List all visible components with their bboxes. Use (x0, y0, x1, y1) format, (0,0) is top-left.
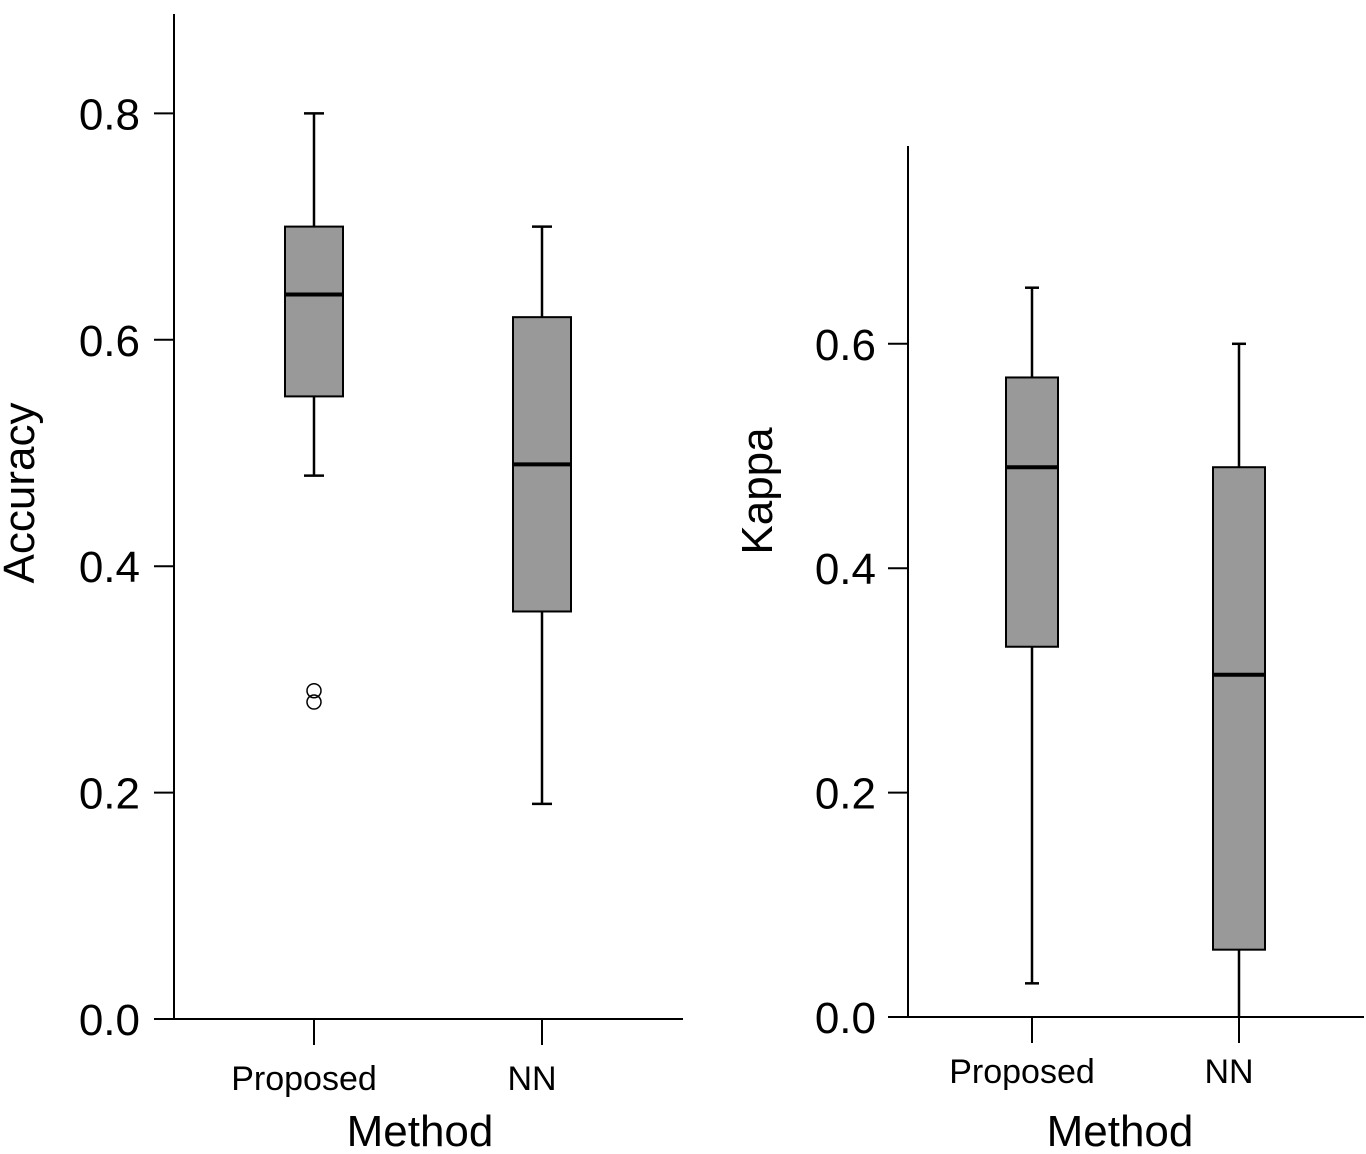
panel-accuracy: 0.0 0.2 0.4 0.6 0.8 Proposed NN Accuracy Method (0, 14, 683, 1154)
x-tick-label-nn: NN (1204, 1053, 1253, 1091)
y-axis-title: Kappa (733, 427, 782, 555)
box-nn (512, 225, 572, 806)
outlier-point (306, 682, 322, 699)
box-nn (1212, 342, 1266, 1017)
x-tick-label-nn: NN (507, 1060, 556, 1098)
x-tick-label-proposed: Proposed (949, 1053, 1095, 1091)
y-tick-label: 0.0 (815, 994, 876, 1043)
y-tick-label: 0.2 (815, 770, 876, 819)
y-tick-label: 0.6 (815, 321, 876, 370)
y-axis-title: Accuracy (0, 403, 44, 584)
x-tick-label-proposed: Proposed (231, 1060, 377, 1098)
y-tick-label: 0.4 (79, 543, 140, 592)
box-proposed (284, 112, 344, 710)
y-tick-label: 0.8 (79, 90, 140, 139)
iqr-box (284, 225, 344, 398)
iqr-box (1212, 466, 1266, 951)
y-tick-label: 0.0 (79, 996, 140, 1045)
x-axis-title: Method (1047, 1107, 1194, 1149)
panel-kappa: 0.0 0.2 0.4 0.6 Proposed NN Kappa Method (733, 146, 1364, 1154)
outlier-point (306, 694, 322, 710)
y-tick-label: 0.6 (79, 317, 140, 366)
iqr-box (1005, 376, 1059, 648)
y-tick-label: 0.4 (815, 545, 876, 594)
box-proposed (1005, 286, 1059, 985)
y-tick-label: 0.2 (79, 770, 140, 819)
x-axis-title: Method (347, 1107, 494, 1149)
